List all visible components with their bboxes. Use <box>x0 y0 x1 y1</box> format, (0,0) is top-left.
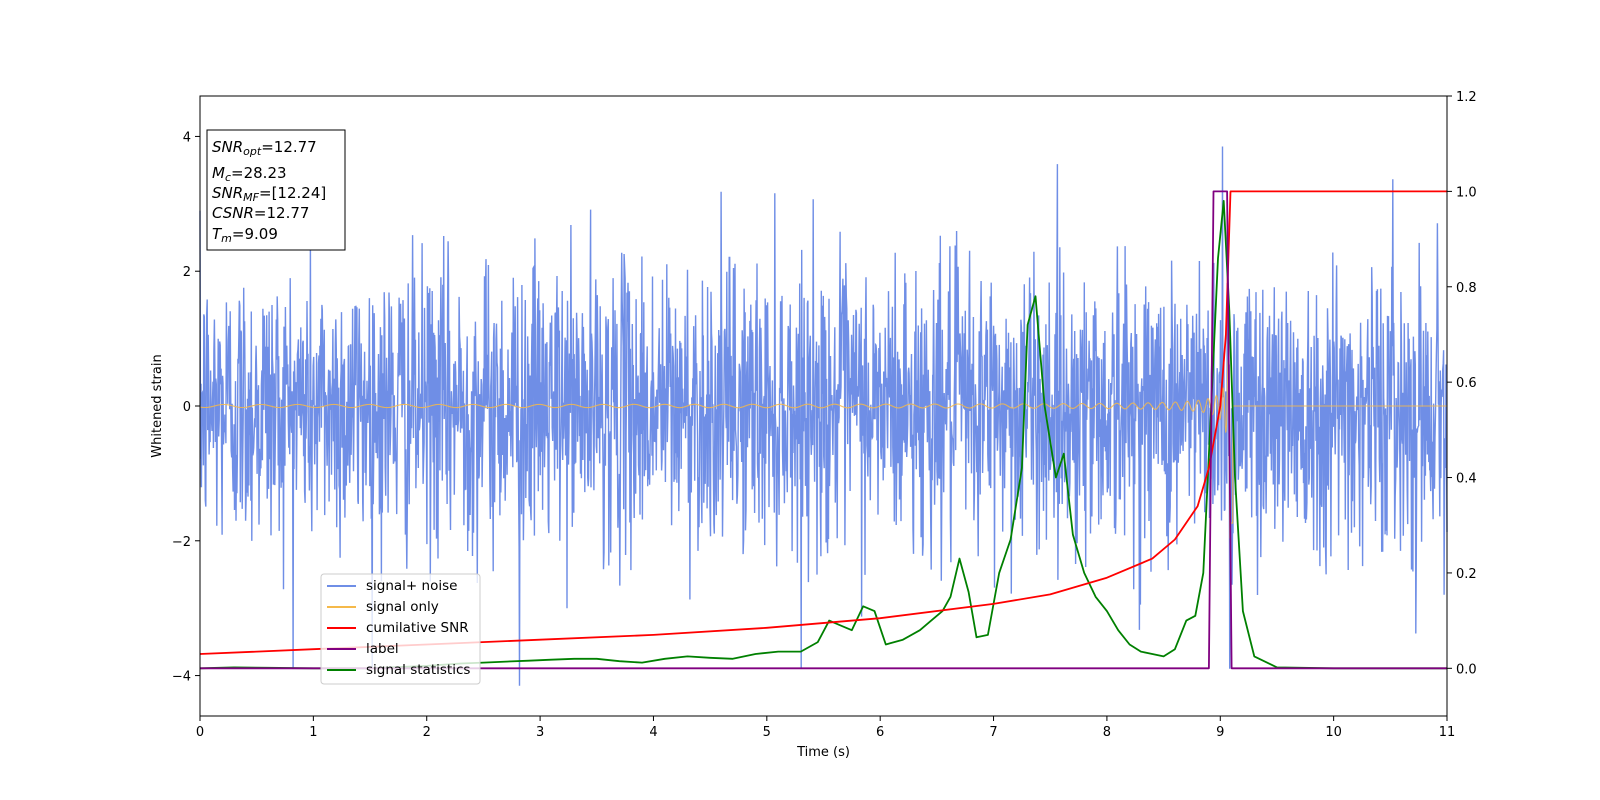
legend-frame <box>320 573 481 685</box>
line-signal-noise <box>199 146 1448 686</box>
line-signal-only <box>199 359 1447 539</box>
x-tick-label: 1 <box>309 725 317 740</box>
info-box: SNRopt=12.77 Mc=28.23 SNRMF=[12.24] CSNR… <box>206 129 346 251</box>
y2-tick-label: 1.2 <box>1456 90 1477 105</box>
y2-tick-label: 0.0 <box>1456 662 1477 677</box>
x-tick-label: 10 <box>1325 725 1342 740</box>
line-label <box>200 190 1447 670</box>
info-snr-mf: SNRMF=[12.24] <box>212 184 326 204</box>
x-tick-label: 11 <box>1439 725 1456 740</box>
x-tick-label: 7 <box>989 725 997 740</box>
legend-label-label: label <box>366 641 399 657</box>
y2-tick-label: 0.6 <box>1456 376 1477 391</box>
y-tick-label: −2 <box>172 535 191 550</box>
info-csnr: CSNR=12.77 <box>212 204 309 222</box>
y2-tick-label: 1.0 <box>1456 185 1477 200</box>
y-tick-label: 4 <box>183 130 191 145</box>
x-tick-label: 5 <box>763 725 771 740</box>
legend: signal+ noise signal only cumilative SNR… <box>320 573 481 685</box>
right-axis-series <box>199 190 1447 670</box>
y-tick-label: 0 <box>183 400 191 415</box>
x-tick-label: 8 <box>1103 725 1111 740</box>
line-cumulative-snr <box>199 190 1447 655</box>
x-axis: 0 1 2 3 4 5 6 7 8 9 10 11 <box>196 716 1455 740</box>
x-tick-label: 6 <box>876 725 884 740</box>
legend-label-signal-only: signal only <box>366 599 439 615</box>
y-tick-label: 2 <box>183 265 191 280</box>
x-tick-label: 2 <box>423 725 431 740</box>
y2-tick-label: 0.8 <box>1456 281 1477 296</box>
line-signal-statistics <box>199 200 1447 670</box>
signal-only-series <box>199 359 1447 539</box>
x-tick-label: 0 <box>196 725 204 740</box>
y2-tick-label: 0.4 <box>1456 472 1477 487</box>
y-axis-right: 0.0 0.2 0.4 0.6 0.8 1.0 1.2 <box>1447 90 1477 677</box>
x-tick-label: 9 <box>1216 725 1224 740</box>
info-mc: Mc=28.23 <box>212 164 287 184</box>
legend-label-signal-statistics: signal statistics <box>366 662 470 678</box>
y-axis-label: Whitened strain <box>150 354 165 457</box>
info-box-frame <box>206 129 346 251</box>
x-axis-label: Time (s) <box>796 745 850 760</box>
y-axis-left: −4 −2 0 2 4 <box>172 130 200 685</box>
legend-label-signal-noise: signal+ noise <box>366 578 457 594</box>
x-tick-label: 4 <box>649 725 657 740</box>
x-tick-label: 3 <box>536 725 544 740</box>
info-tm: Tm=9.09 <box>212 225 278 245</box>
y2-tick-label: 0.2 <box>1456 567 1477 582</box>
legend-label-cumulative-snr: cumilative SNR <box>366 620 469 636</box>
info-snr-opt: SNRopt=12.77 <box>212 138 317 158</box>
y-tick-label: −4 <box>172 670 191 685</box>
signal-noise-series <box>199 146 1448 686</box>
